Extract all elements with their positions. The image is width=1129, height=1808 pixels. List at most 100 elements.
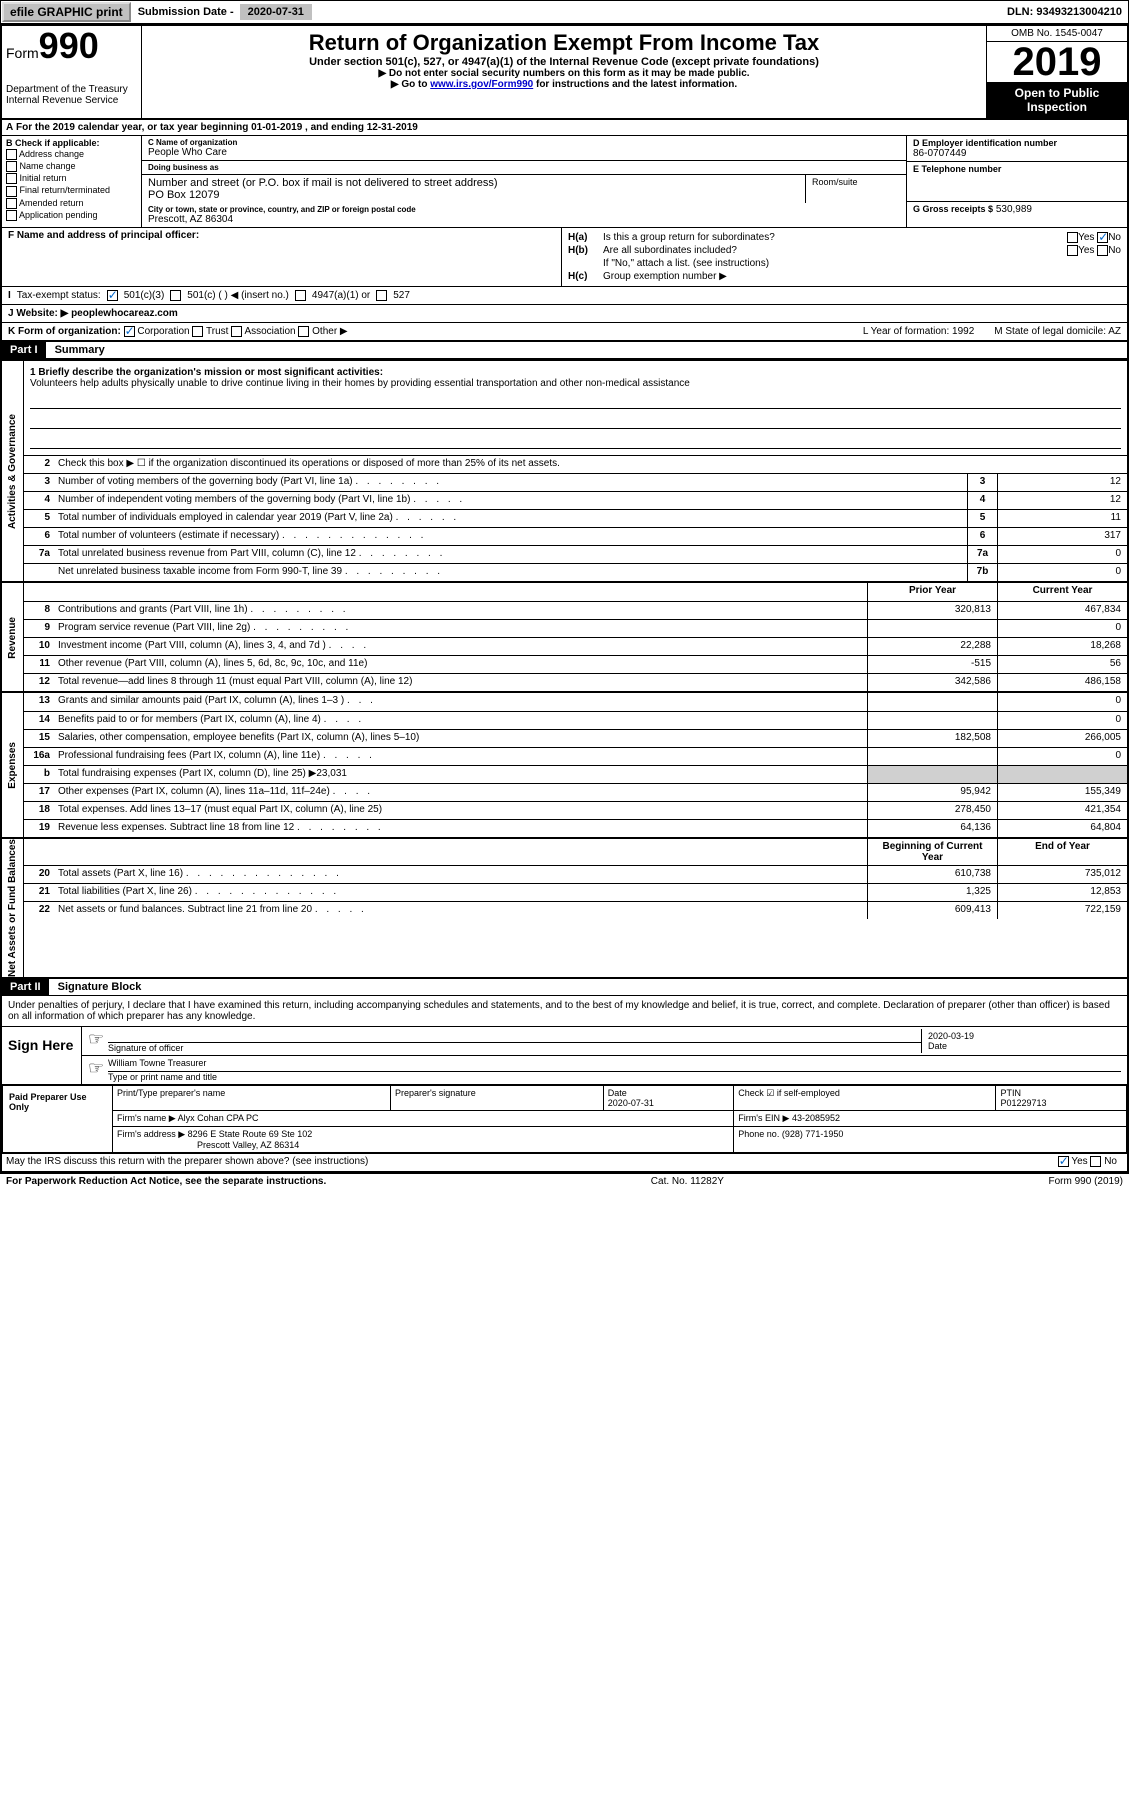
header-center: Return of Organization Exempt From Incom… bbox=[142, 26, 987, 118]
officer-name: William Towne Treasurer bbox=[108, 1058, 1121, 1072]
part2-title: Signature Block bbox=[52, 979, 148, 995]
trust-checkbox[interactable] bbox=[192, 326, 203, 337]
form-prefix: Form bbox=[6, 45, 39, 61]
prep-name-label: Print/Type preparer's name bbox=[113, 1086, 391, 1111]
state-domicile: M State of legal domicile: AZ bbox=[994, 326, 1121, 337]
prep-date: 2020-07-31 bbox=[608, 1098, 654, 1108]
paid-preparer-label: Paid Preparer Use Only bbox=[3, 1086, 113, 1153]
note-goto-pre: ▶ Go to bbox=[391, 79, 430, 90]
hb-note: If "No," attach a list. (see instruction… bbox=[568, 258, 1121, 269]
row-k-left: K Form of organization: Corporation Trus… bbox=[8, 326, 348, 337]
firm-addr2: Prescott Valley, AZ 86314 bbox=[197, 1140, 299, 1150]
form-990: Form990 Department of the Treasury Inter… bbox=[0, 24, 1129, 1173]
section-c: C Name of organizationPeople Who Care Do… bbox=[142, 136, 907, 227]
hb-no-checkbox[interactable] bbox=[1097, 245, 1108, 256]
tax-status-label: Tax-exempt status: bbox=[17, 290, 101, 301]
part1-title: Summary bbox=[49, 342, 111, 358]
501c-checkbox[interactable] bbox=[170, 290, 181, 301]
tax-year: 2019 bbox=[987, 42, 1127, 82]
phone-label: E Telephone number bbox=[913, 164, 1121, 174]
ha-label: Is this a group return for subordinates? bbox=[603, 232, 775, 243]
form-subtitle: Under section 501(c), 527, or 4947(a)(1)… bbox=[146, 56, 982, 68]
checkbox-amended-return[interactable]: Amended return bbox=[6, 198, 137, 209]
header-left: Form990 Department of the Treasury Inter… bbox=[2, 26, 142, 118]
checkbox-address-change[interactable]: Address change bbox=[6, 149, 137, 160]
other-checkbox[interactable] bbox=[298, 326, 309, 337]
row-i: I Tax-exempt status: 501(c)(3) 501(c) ( … bbox=[8, 290, 410, 301]
org-name: People Who Care bbox=[148, 147, 900, 158]
submission-date: 2020-07-31 bbox=[240, 4, 312, 20]
discuss-label: May the IRS discuss this return with the… bbox=[2, 1154, 1048, 1171]
prep-sig-label: Preparer's signature bbox=[391, 1086, 604, 1111]
footer-right: Form 990 (2019) bbox=[1049, 1176, 1123, 1187]
sig-date-label: Date bbox=[928, 1041, 1115, 1051]
irs-link[interactable]: www.irs.gov/Form990 bbox=[430, 79, 533, 90]
ha-no-checkbox[interactable] bbox=[1097, 232, 1108, 243]
header-right: OMB No. 1545-0047 2019 Open to Public In… bbox=[987, 26, 1127, 118]
form-title: Return of Organization Exempt From Incom… bbox=[146, 30, 982, 56]
section-b-header: B Check if applicable: bbox=[6, 138, 137, 148]
sig-arrow-icon: ☞ bbox=[88, 1029, 108, 1053]
hb-yes-checkbox[interactable] bbox=[1067, 245, 1078, 256]
section-f: F Name and address of principal officer: bbox=[2, 228, 562, 286]
footer-left: For Paperwork Reduction Act Notice, see … bbox=[6, 1176, 326, 1187]
section-b: B Check if applicable: Address change Na… bbox=[2, 136, 142, 227]
officer-label: F Name and address of principal officer: bbox=[8, 230, 555, 241]
sig-arrow-icon: ☞ bbox=[88, 1058, 108, 1082]
discuss-no-checkbox[interactable] bbox=[1090, 1156, 1101, 1167]
sig-intro: Under penalties of perjury, I declare th… bbox=[2, 996, 1127, 1027]
officer-name-label: Type or print name and title bbox=[108, 1072, 1121, 1082]
gross-value: 530,989 bbox=[996, 204, 1032, 215]
discuss-yes-checkbox[interactable] bbox=[1058, 1156, 1069, 1167]
firm-phone: (928) 771-1950 bbox=[782, 1129, 844, 1139]
efile-print-button[interactable]: efile GRAPHIC print bbox=[2, 2, 131, 22]
501c3-checkbox[interactable] bbox=[107, 290, 118, 301]
row-j: J Website: ▶ peoplewhocareaz.com bbox=[2, 305, 1127, 323]
preparer-table: Paid Preparer Use Only Print/Type prepar… bbox=[2, 1085, 1127, 1153]
firm-ein: 43-2085952 bbox=[792, 1113, 840, 1123]
footer-catno: Cat. No. 11282Y bbox=[651, 1176, 724, 1187]
checkbox-final-return-terminated[interactable]: Final return/terminated bbox=[6, 185, 137, 196]
row-a-period: A For the 2019 calendar year, or tax yea… bbox=[2, 120, 1127, 136]
part2-header: Part II bbox=[2, 979, 49, 995]
corp-checkbox[interactable] bbox=[124, 326, 135, 337]
4947-checkbox[interactable] bbox=[295, 290, 306, 301]
section-h: H(a)Is this a group return for subordina… bbox=[562, 228, 1127, 286]
city-value: Prescott, AZ 86304 bbox=[148, 214, 900, 225]
ha-yes-checkbox[interactable] bbox=[1067, 232, 1078, 243]
addr-label: Number and street (or P.O. box if mail i… bbox=[148, 177, 799, 189]
topbar: efile GRAPHIC print Submission Date - 20… bbox=[0, 0, 1129, 24]
assoc-checkbox[interactable] bbox=[231, 326, 242, 337]
sig-officer-label: Signature of officer bbox=[108, 1043, 921, 1053]
firm-name: Alyx Cohan CPA PC bbox=[178, 1113, 259, 1123]
footer: For Paperwork Reduction Act Notice, see … bbox=[0, 1173, 1129, 1189]
hb-label: Are all subordinates included? bbox=[603, 245, 737, 256]
city-label: City or town, state or province, country… bbox=[148, 205, 900, 214]
section-de: D Employer identification number86-07074… bbox=[907, 136, 1127, 227]
checkbox-application-pending[interactable]: Application pending bbox=[6, 210, 137, 221]
note-goto-post: for instructions and the latest informat… bbox=[533, 79, 737, 90]
sign-here: Sign Here bbox=[2, 1027, 82, 1084]
submission-label: Submission Date - bbox=[132, 4, 240, 20]
form-number: 990 bbox=[39, 25, 99, 66]
hc-label: Group exemption number ▶ bbox=[603, 271, 727, 282]
checkbox-initial-return[interactable]: Initial return bbox=[6, 173, 137, 184]
ein-value: 86-0707449 bbox=[913, 148, 1121, 159]
dba-label: Doing business as bbox=[148, 163, 900, 172]
officer-value bbox=[8, 241, 555, 281]
checkbox-name-change[interactable]: Name change bbox=[6, 161, 137, 172]
sig-date-value: 2020-03-19 bbox=[928, 1031, 1115, 1041]
527-checkbox[interactable] bbox=[376, 290, 387, 301]
ptin: P01229713 bbox=[1000, 1098, 1046, 1108]
room-label: Room/suite bbox=[806, 175, 906, 203]
firm-addr1: 8296 E State Route 69 Ste 102 bbox=[188, 1129, 313, 1139]
self-employed-check: Check ☑ if self-employed bbox=[734, 1086, 996, 1111]
year-formation: L Year of formation: 1992 bbox=[863, 326, 974, 337]
note-ssn: ▶ Do not enter social security numbers o… bbox=[146, 68, 982, 79]
open-inspection: Open to Public Inspection bbox=[987, 82, 1127, 118]
gross-label: G Gross receipts $ bbox=[913, 204, 993, 214]
ein-label: D Employer identification number bbox=[913, 138, 1121, 148]
dept-treasury: Department of the Treasury Internal Reve… bbox=[6, 84, 137, 106]
dln: DLN: 93493213004210 bbox=[1001, 4, 1128, 20]
addr-value: PO Box 12079 bbox=[148, 189, 799, 201]
